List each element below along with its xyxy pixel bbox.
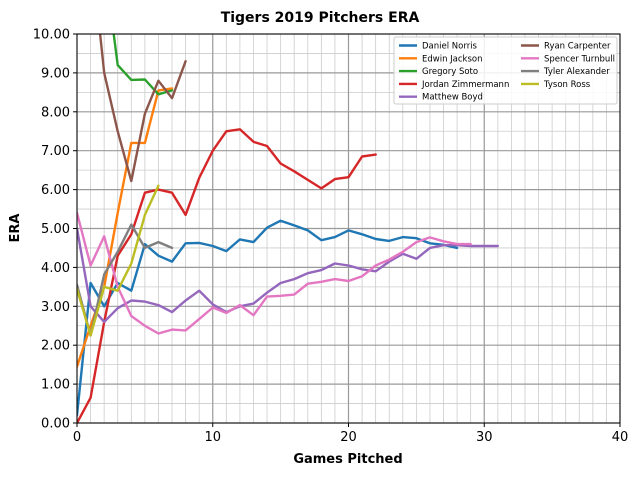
legend-label-ryan-carpenter: Ryan Carpenter [544,42,611,52]
y-tick-label: 6.00 [41,183,70,198]
series-line-tyson-ross [77,184,160,337]
x-axis-label: Games Pitched [293,452,402,467]
series-line-daniel-norris [77,219,459,417]
y-tick-label: 9.00 [41,66,70,81]
legend-label-tyler-alexander: Tyler Alexander [543,67,610,77]
y-tick-label: 8.00 [41,105,70,120]
y-tick-label: 4.00 [41,261,70,276]
series-line-jordan-zimmermann [77,128,377,423]
series-line-spencer-turnbull [77,211,472,335]
y-axis-ticks: 0.00 1.00 2.00 3.00 4.00 5.00 6.00 7.00 8.00 9.00… [33,28,77,432]
x-axis-ticks: 0 10 20 30 40 [73,423,628,445]
y-tick-label: 2.00 [41,339,70,354]
series-line-matthew-boyd [77,227,499,324]
legend-label-tyson-ross: Tyson Ross [543,80,591,90]
y-tick-label: 10.00 [33,28,70,43]
chart-title: Tigers 2019 Pitchers ERA [221,10,420,26]
series-layer [77,34,499,423]
y-tick-label: 7.00 [41,144,70,159]
legend-label-matthew-boyd: Matthew Boyd [422,93,483,103]
x-tick-label: 0 [73,430,81,445]
x-tick-label: 30 [476,430,493,445]
y-tick-label: 3.00 [41,300,70,315]
series-line-gregory-soto [112,34,174,96]
y-tick-label: 1.00 [41,378,70,393]
y-axis-label: ERA [8,214,23,243]
y-tick-label: 0.00 [41,417,70,432]
x-tick-label: 10 [204,430,221,445]
legend-label-daniel-norris: Daniel Norris [422,42,478,52]
legend: Daniel Norris Edwin Jackson Gregory Soto Jo… [393,36,618,105]
legend-label-edwin-jackson: Edwin Jackson [422,54,483,64]
y-tick-label: 5.00 [41,222,70,237]
x-tick-label: 20 [340,430,357,445]
legend-label-spencer-turnbull: Spencer Turnbull [544,54,615,64]
series-line-ryan-carpenter [98,34,187,183]
legend-box [393,36,618,105]
series-line-edwin-jackson [77,87,174,368]
x-tick-label: 40 [612,430,629,445]
legend-label-gregory-soto: Gregory Soto [422,67,478,77]
legend-label-jordan-zimmermann: Jordan Zimmermann [421,80,509,90]
